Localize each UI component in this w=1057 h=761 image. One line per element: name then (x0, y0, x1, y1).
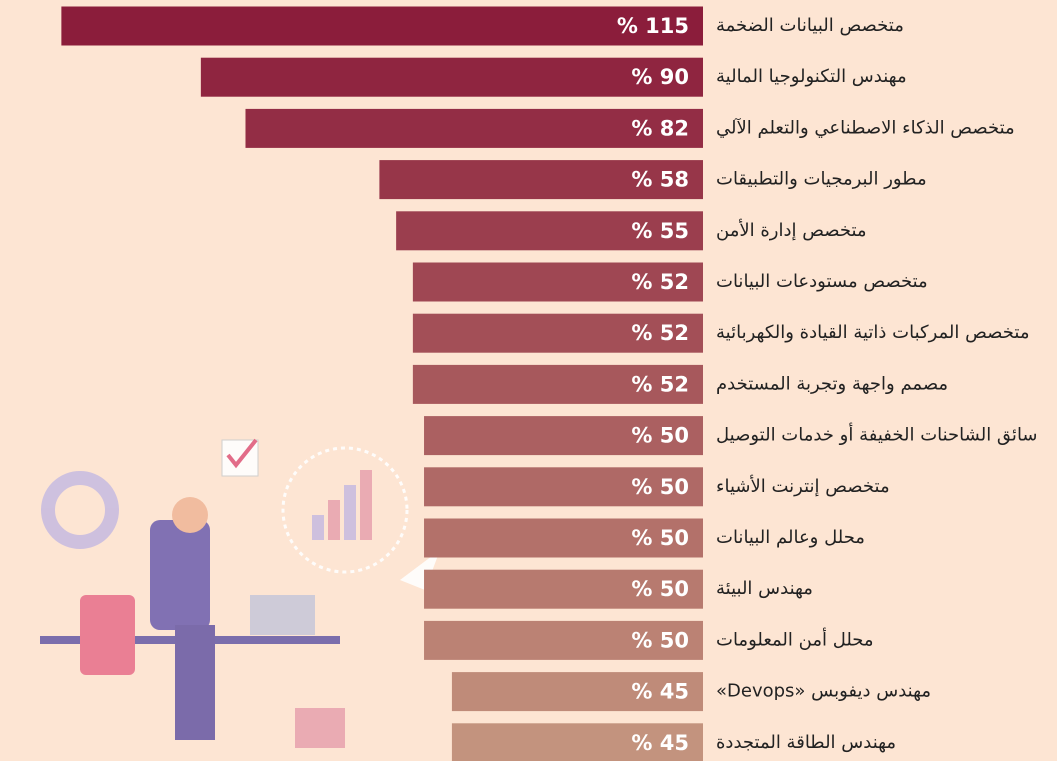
value-label: % 50 (631, 475, 689, 499)
briefcase (295, 708, 345, 748)
value-label: % 45 (631, 731, 689, 755)
value-label: % 90 (631, 65, 689, 89)
value-label: % 50 (631, 526, 689, 550)
icon (344, 485, 356, 540)
icon (360, 470, 372, 540)
donut-icon (41, 471, 119, 549)
bar (396, 211, 703, 251)
illustration (40, 438, 440, 748)
category-label: متخصص مستودعات البيانات (716, 271, 928, 292)
value-label: % 52 (631, 372, 689, 396)
icon (312, 515, 324, 540)
value-label: % 82 (631, 116, 689, 140)
bar (412, 262, 703, 302)
bar (451, 672, 703, 712)
bar (412, 313, 703, 353)
icon (328, 500, 340, 540)
category-label: مطور البرمجيات والتطبيقات (716, 169, 927, 190)
bar (379, 160, 703, 200)
category-label: متخصص الذكاء الاصطناعي والتعلم الآلي (716, 116, 1015, 138)
bar (424, 569, 703, 609)
bar (424, 416, 703, 456)
category-label: متخصص إنترنت الأشياء (716, 475, 890, 497)
value-label: % 115 (617, 14, 689, 38)
person-head (172, 497, 208, 533)
value-label: % 58 (631, 168, 689, 192)
person-body (150, 520, 210, 630)
bar (424, 467, 703, 507)
value-label: % 52 (631, 321, 689, 345)
value-label: % 50 (631, 628, 689, 652)
value-label: % 55 (631, 219, 689, 243)
value-label: % 52 (631, 270, 689, 294)
category-label: سائق الشاحنات الخفيفة أو خدمات التوصيل (716, 423, 1038, 446)
category-label: مهندس التكنولوجيا المالية (716, 66, 907, 87)
paper-plane (400, 550, 440, 590)
category-label: مهندس ديفوبس «Devops» (716, 681, 931, 702)
bar (245, 108, 703, 148)
bar (451, 723, 703, 761)
bar (424, 518, 703, 558)
category-label: مصمم واجهة وتجربة المستخدم (716, 373, 948, 394)
bar (61, 6, 703, 46)
category-label: محلل وعالم البيانات (716, 527, 865, 548)
category-label: متخصص إدارة الأمن (716, 219, 867, 241)
person-legs (175, 625, 215, 740)
category-label: مهندس البيئة (716, 578, 813, 599)
bar (200, 57, 703, 97)
value-label: % 50 (631, 577, 689, 601)
value-label: % 45 (631, 680, 689, 704)
laptop (250, 595, 315, 635)
value-label: % 50 (631, 424, 689, 448)
bar (412, 364, 703, 404)
bar (424, 620, 703, 660)
circle-icon (281, 446, 409, 574)
check (226, 438, 258, 469)
category-label: متخصص البيانات الضخمة (716, 15, 904, 36)
chair (80, 595, 135, 675)
category-label: محلل أمن المعلومات (716, 627, 874, 650)
category-label: مهندس الطاقة المتجددة (716, 732, 896, 753)
category-label: متخصص المركبات ذاتية القيادة والكهربائية (716, 322, 1030, 343)
